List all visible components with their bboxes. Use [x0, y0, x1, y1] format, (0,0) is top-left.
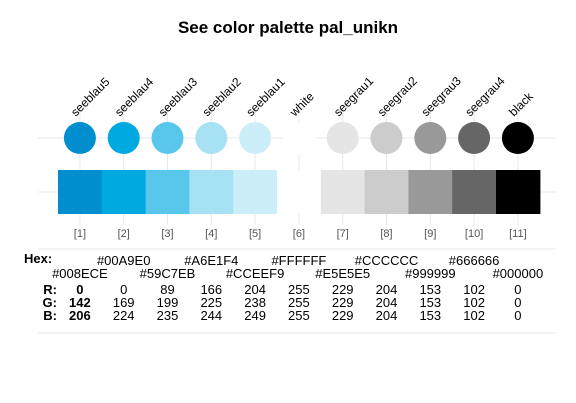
color-bar	[145, 170, 190, 214]
b-value-label: 249	[244, 308, 266, 323]
color-circle	[63, 122, 96, 154]
color-circle	[239, 122, 272, 154]
color-index-label: [6]	[293, 228, 305, 240]
color-index-label: [10]	[465, 228, 483, 240]
color-bar	[364, 170, 409, 214]
hex-value-label: #59C7EB	[140, 266, 196, 281]
b-value-label: 206	[69, 308, 91, 323]
color-bar	[320, 170, 366, 214]
hex-value-label: #CCEEF9	[226, 266, 285, 281]
palette-marks: seeblau5 [1] seeblau4 [2] seeblau3 [3] seeblau…	[24, 74, 543, 323]
b-row-label: B:	[43, 308, 57, 323]
g-value-label: 0	[514, 295, 521, 310]
color-name-label: seeblau2	[200, 75, 245, 120]
hex-value-label: #00A9E0	[97, 253, 151, 268]
g-value-label: 225	[200, 295, 222, 310]
r-value-label: 204	[376, 282, 398, 297]
color-name-label: seeblau1	[243, 75, 288, 120]
r-value-label: 102	[463, 282, 485, 297]
g-value-label: 255	[288, 295, 310, 310]
color-bar	[58, 170, 103, 214]
color-name-label: seeblau5	[68, 75, 113, 120]
b-value-label: 235	[157, 308, 179, 323]
hex-row-label: Hex:	[24, 251, 52, 266]
hex-value-label: #000000	[493, 266, 544, 281]
g-value-label: 102	[463, 295, 485, 310]
color-index-label: [11]	[509, 228, 527, 240]
r-value-label: 255	[288, 282, 310, 297]
color-index-label: [7]	[337, 228, 349, 240]
hex-value-label: #008ECE	[52, 266, 108, 281]
hex-value-label: #A6E1F4	[184, 253, 238, 268]
color-index-label: [5]	[249, 228, 261, 240]
g-value-label: 204	[376, 295, 398, 310]
b-value-label: 102	[463, 308, 485, 323]
b-value-label: 244	[200, 308, 222, 323]
color-bar	[408, 170, 453, 214]
color-index-label: [9]	[424, 228, 436, 240]
r-row-label: R:	[43, 282, 57, 297]
r-value-label: 0	[76, 282, 83, 297]
color-name-label: seegrau2	[375, 74, 421, 120]
hex-value-label: #FFFFFF	[271, 253, 326, 268]
hex-value-label: #CCCCCC	[355, 253, 419, 268]
b-value-label: 224	[113, 308, 135, 323]
r-value-label: 89	[160, 282, 174, 297]
color-index-label: [4]	[205, 228, 217, 240]
color-index-label: [3]	[161, 228, 173, 240]
color-circle	[458, 122, 491, 154]
r-value-label: 229	[332, 282, 354, 297]
color-bar	[189, 170, 234, 214]
color-name-label: seeblau3	[156, 75, 201, 120]
hex-value-label: #666666	[449, 253, 500, 268]
g-value-label: 169	[113, 295, 135, 310]
g-value-label: 238	[244, 295, 266, 310]
color-circle	[107, 122, 140, 154]
color-circle	[326, 122, 359, 154]
r-value-label: 204	[244, 282, 266, 297]
color-bar	[452, 170, 497, 214]
color-name-label: seegrau4	[462, 74, 508, 120]
r-value-label: 0	[120, 282, 127, 297]
color-name-label: white	[286, 89, 317, 120]
r-value-label: 166	[200, 282, 222, 297]
b-value-label: 229	[332, 308, 354, 323]
color-name-label: black	[506, 89, 536, 119]
g-value-label: 142	[69, 295, 91, 310]
b-value-label: 255	[288, 308, 310, 323]
color-bar	[496, 170, 541, 214]
r-value-label: 153	[419, 282, 441, 297]
color-bar	[101, 170, 147, 214]
color-name-label: seegrau3	[419, 74, 465, 120]
chart-title: See color palette pal_unikn	[177, 18, 399, 37]
g-row-label: G:	[43, 295, 57, 310]
color-index-label: [1]	[74, 228, 86, 240]
b-value-label: 0	[514, 308, 521, 323]
color-name-label: seeblau4	[112, 75, 157, 120]
hex-value-label: #999999	[405, 266, 456, 281]
b-value-label: 204	[376, 308, 398, 323]
color-circle	[501, 122, 534, 154]
color-circle	[195, 122, 228, 154]
g-value-label: 199	[157, 295, 179, 310]
color-bar	[233, 170, 278, 214]
color-name-label: seegrau1	[331, 74, 377, 120]
color-bar	[277, 170, 322, 214]
color-index-label: [8]	[380, 228, 392, 240]
b-value-label: 153	[419, 308, 441, 323]
color-circle	[414, 122, 447, 154]
color-index-label: [2]	[118, 228, 130, 240]
color-circle	[151, 122, 184, 154]
g-value-label: 229	[332, 295, 354, 310]
g-value-label: 153	[419, 295, 441, 310]
color-circle	[370, 122, 403, 154]
color-circle	[282, 122, 315, 154]
r-value-label: 0	[514, 282, 521, 297]
hex-value-label: #E5E5E5	[315, 266, 370, 281]
